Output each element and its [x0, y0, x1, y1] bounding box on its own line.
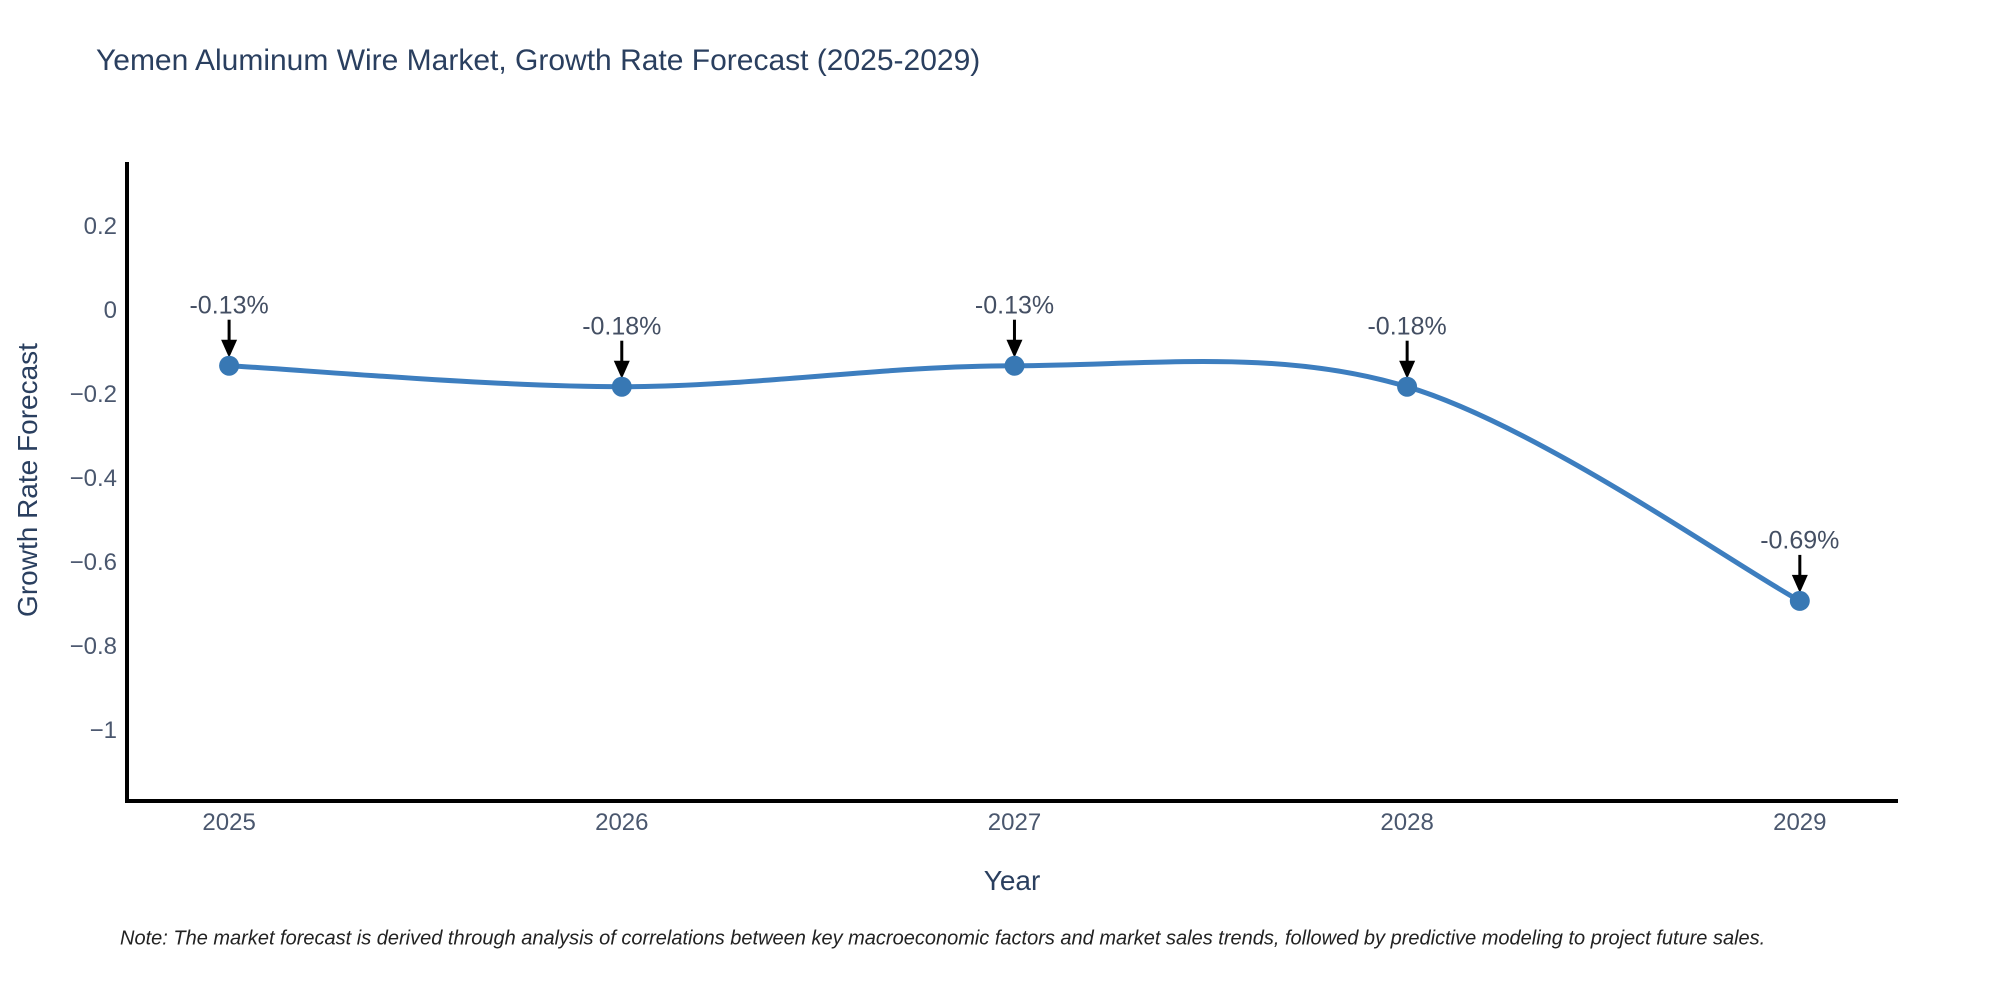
- annotation-arrowhead-icon: [1006, 339, 1023, 358]
- annotation-arrowhead-icon: [1399, 360, 1416, 379]
- x-tick-label: 2028: [1380, 809, 1434, 836]
- forecast-line: [226, 359, 1803, 604]
- annotation-arrowhead-icon: [221, 339, 238, 358]
- point-annotation-label: -0.69%: [1760, 526, 1840, 555]
- x-axis-title: Year: [983, 865, 1041, 896]
- x-tick-label: 2029: [1773, 809, 1827, 836]
- y-tick-label: −1: [89, 717, 117, 745]
- data-point-marker[interactable]: [611, 376, 632, 397]
- point-annotation-label: -0.13%: [189, 291, 269, 320]
- data-point-marker[interactable]: [219, 355, 240, 376]
- y-tick-label: −0.2: [69, 381, 117, 409]
- data-point-marker[interactable]: [1004, 355, 1025, 376]
- chart-title: Yemen Aluminum Wire Market, Growth Rate …: [96, 44, 981, 77]
- annotation-arrowhead-icon: [1791, 574, 1808, 593]
- y-tick-label: −0.6: [69, 549, 117, 577]
- x-tick-label: 2025: [202, 809, 256, 836]
- x-tick-label: 2026: [595, 809, 649, 836]
- x-tick-label: 2027: [987, 809, 1042, 836]
- y-tick-label: 0.2: [83, 213, 117, 241]
- y-tick-label: −0.8: [69, 633, 117, 661]
- y-tick-label: −0.4: [69, 465, 117, 493]
- y-axis-line: [125, 162, 129, 803]
- data-point-marker[interactable]: [1397, 376, 1418, 397]
- point-annotation-label: -0.13%: [974, 291, 1055, 320]
- annotation-arrowhead-icon: [613, 360, 630, 379]
- point-annotation-label: -0.18%: [1367, 312, 1447, 341]
- point-annotation-label: -0.18%: [582, 312, 662, 341]
- y-tick-label: 0: [103, 297, 117, 325]
- footnote: Note: The market forecast is derived thr…: [120, 927, 1766, 950]
- x-axis-line: [125, 799, 1898, 803]
- data-point-marker[interactable]: [1789, 590, 1810, 611]
